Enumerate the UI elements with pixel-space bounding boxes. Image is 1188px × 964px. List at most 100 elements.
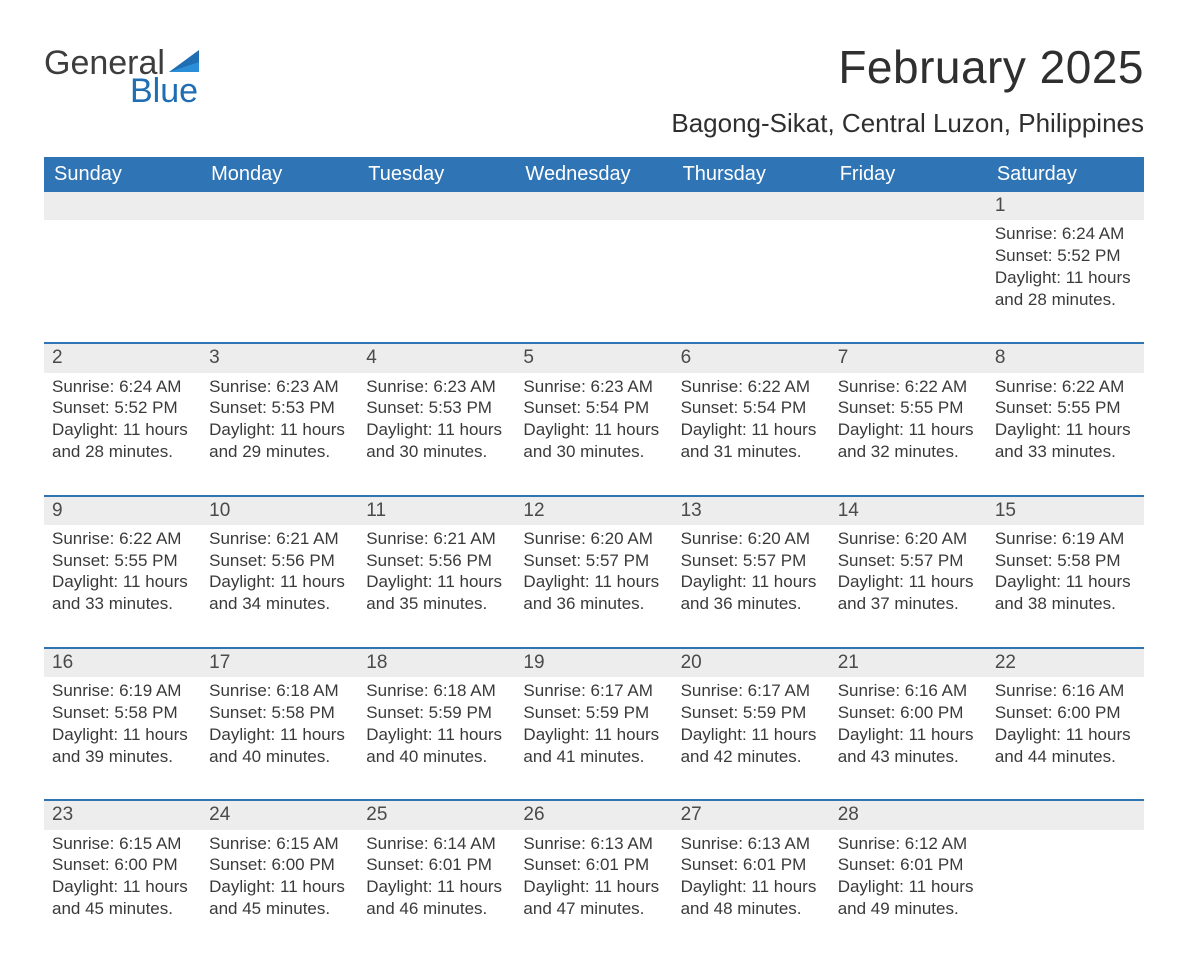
calendar-day (515, 192, 672, 314)
sunrise-text: Sunrise: 6:16 AM (838, 680, 979, 702)
daylight-text: Daylight: 11 hours and 34 minutes. (209, 571, 350, 615)
calendar-day: 1Sunrise: 6:24 AMSunset: 5:52 PMDaylight… (987, 192, 1144, 314)
calendar-day: 8Sunrise: 6:22 AMSunset: 5:55 PMDaylight… (987, 344, 1144, 466)
daylight-text: Daylight: 11 hours and 36 minutes. (681, 571, 822, 615)
daylight-text: Daylight: 11 hours and 45 minutes. (209, 876, 350, 920)
sunrise-text: Sunrise: 6:22 AM (838, 376, 979, 398)
sunset-text: Sunset: 5:58 PM (52, 702, 193, 724)
day-number: 25 (358, 801, 515, 829)
calendar-day: 26Sunrise: 6:13 AMSunset: 6:01 PMDayligh… (515, 801, 672, 923)
sunrise-text: Sunrise: 6:22 AM (681, 376, 822, 398)
daylight-text: Daylight: 11 hours and 33 minutes. (52, 571, 193, 615)
calendar-day: 22Sunrise: 6:16 AMSunset: 6:00 PMDayligh… (987, 649, 1144, 771)
sunrise-text: Sunrise: 6:22 AM (995, 376, 1136, 398)
day-number: 1 (987, 192, 1144, 220)
day-number: 17 (201, 649, 358, 677)
sunset-text: Sunset: 5:59 PM (523, 702, 664, 724)
day-details: Sunrise: 6:18 AMSunset: 5:59 PMDaylight:… (358, 677, 515, 771)
calendar-day: 10Sunrise: 6:21 AMSunset: 5:56 PMDayligh… (201, 497, 358, 619)
calendar-day: 3Sunrise: 6:23 AMSunset: 5:53 PMDaylight… (201, 344, 358, 466)
day-number (830, 192, 987, 220)
dow-cell: Sunday (44, 157, 201, 192)
sunrise-text: Sunrise: 6:21 AM (209, 528, 350, 550)
day-details: Sunrise: 6:17 AMSunset: 5:59 PMDaylight:… (673, 677, 830, 771)
day-details: Sunrise: 6:23 AMSunset: 5:53 PMDaylight:… (358, 373, 515, 467)
calendar-day: 18Sunrise: 6:18 AMSunset: 5:59 PMDayligh… (358, 649, 515, 771)
calendar-day: 28Sunrise: 6:12 AMSunset: 6:01 PMDayligh… (830, 801, 987, 923)
day-details: Sunrise: 6:24 AMSunset: 5:52 PMDaylight:… (44, 373, 201, 467)
day-details: Sunrise: 6:20 AMSunset: 5:57 PMDaylight:… (830, 525, 987, 619)
calendar-week: 23Sunrise: 6:15 AMSunset: 6:00 PMDayligh… (44, 799, 1144, 923)
calendar-day (673, 192, 830, 314)
day-details: Sunrise: 6:20 AMSunset: 5:57 PMDaylight:… (673, 525, 830, 619)
day-details: Sunrise: 6:22 AMSunset: 5:54 PMDaylight:… (673, 373, 830, 467)
day-number (987, 801, 1144, 829)
calendar-day: 13Sunrise: 6:20 AMSunset: 5:57 PMDayligh… (673, 497, 830, 619)
sunrise-text: Sunrise: 6:13 AM (681, 833, 822, 855)
brand-logo: General Blue (44, 40, 203, 108)
day-details: Sunrise: 6:15 AMSunset: 6:00 PMDaylight:… (201, 830, 358, 924)
day-number: 23 (44, 801, 201, 829)
daylight-text: Daylight: 11 hours and 42 minutes. (681, 724, 822, 768)
sunset-text: Sunset: 5:53 PM (366, 397, 507, 419)
dow-cell: Tuesday (358, 157, 515, 192)
daylight-text: Daylight: 11 hours and 35 minutes. (366, 571, 507, 615)
sunset-text: Sunset: 6:01 PM (838, 854, 979, 876)
day-number: 7 (830, 344, 987, 372)
day-of-week-header: SundayMondayTuesdayWednesdayThursdayFrid… (44, 157, 1144, 192)
sunrise-text: Sunrise: 6:20 AM (523, 528, 664, 550)
day-details: Sunrise: 6:21 AMSunset: 5:56 PMDaylight:… (201, 525, 358, 619)
calendar-day: 19Sunrise: 6:17 AMSunset: 5:59 PMDayligh… (515, 649, 672, 771)
day-number: 6 (673, 344, 830, 372)
sunrise-text: Sunrise: 6:15 AM (52, 833, 193, 855)
sunrise-text: Sunrise: 6:14 AM (366, 833, 507, 855)
calendar-day: 20Sunrise: 6:17 AMSunset: 5:59 PMDayligh… (673, 649, 830, 771)
daylight-text: Daylight: 11 hours and 28 minutes. (52, 419, 193, 463)
sunset-text: Sunset: 6:00 PM (209, 854, 350, 876)
sunset-text: Sunset: 5:54 PM (523, 397, 664, 419)
sunset-text: Sunset: 5:52 PM (995, 245, 1136, 267)
daylight-text: Daylight: 11 hours and 30 minutes. (366, 419, 507, 463)
daylight-text: Daylight: 11 hours and 38 minutes. (995, 571, 1136, 615)
calendar-day: 9Sunrise: 6:22 AMSunset: 5:55 PMDaylight… (44, 497, 201, 619)
calendar-day: 7Sunrise: 6:22 AMSunset: 5:55 PMDaylight… (830, 344, 987, 466)
day-number: 26 (515, 801, 672, 829)
daylight-text: Daylight: 11 hours and 44 minutes. (995, 724, 1136, 768)
calendar-day: 5Sunrise: 6:23 AMSunset: 5:54 PMDaylight… (515, 344, 672, 466)
sunrise-text: Sunrise: 6:23 AM (523, 376, 664, 398)
calendar-day: 4Sunrise: 6:23 AMSunset: 5:53 PMDaylight… (358, 344, 515, 466)
sunset-text: Sunset: 6:01 PM (366, 854, 507, 876)
sunrise-text: Sunrise: 6:19 AM (995, 528, 1136, 550)
day-number: 8 (987, 344, 1144, 372)
day-details: Sunrise: 6:16 AMSunset: 6:00 PMDaylight:… (987, 677, 1144, 771)
daylight-text: Daylight: 11 hours and 28 minutes. (995, 267, 1136, 311)
day-details: Sunrise: 6:23 AMSunset: 5:54 PMDaylight:… (515, 373, 672, 467)
dow-cell: Friday (830, 157, 987, 192)
sunrise-text: Sunrise: 6:18 AM (209, 680, 350, 702)
calendar-day: 16Sunrise: 6:19 AMSunset: 5:58 PMDayligh… (44, 649, 201, 771)
calendar-day: 23Sunrise: 6:15 AMSunset: 6:00 PMDayligh… (44, 801, 201, 923)
day-number: 20 (673, 649, 830, 677)
sunrise-text: Sunrise: 6:17 AM (681, 680, 822, 702)
day-details: Sunrise: 6:17 AMSunset: 5:59 PMDaylight:… (515, 677, 672, 771)
calendar-week: 2Sunrise: 6:24 AMSunset: 5:52 PMDaylight… (44, 342, 1144, 466)
day-number: 28 (830, 801, 987, 829)
day-details: Sunrise: 6:24 AMSunset: 5:52 PMDaylight:… (987, 220, 1144, 314)
day-details: Sunrise: 6:12 AMSunset: 6:01 PMDaylight:… (830, 830, 987, 924)
day-number (358, 192, 515, 220)
day-details: Sunrise: 6:15 AMSunset: 6:00 PMDaylight:… (44, 830, 201, 924)
dow-cell: Saturday (987, 157, 1144, 192)
sunrise-text: Sunrise: 6:13 AM (523, 833, 664, 855)
day-number: 22 (987, 649, 1144, 677)
sunset-text: Sunset: 6:01 PM (523, 854, 664, 876)
sunset-text: Sunset: 6:00 PM (52, 854, 193, 876)
day-number (201, 192, 358, 220)
daylight-text: Daylight: 11 hours and 41 minutes. (523, 724, 664, 768)
header: General Blue February 2025 Bagong-Sikat,… (44, 40, 1144, 139)
sunrise-text: Sunrise: 6:12 AM (838, 833, 979, 855)
calendar-day: 25Sunrise: 6:14 AMSunset: 6:01 PMDayligh… (358, 801, 515, 923)
calendar-day (830, 192, 987, 314)
daylight-text: Daylight: 11 hours and 39 minutes. (52, 724, 193, 768)
brand-word-2: Blue (130, 74, 203, 108)
calendar-week: 1Sunrise: 6:24 AMSunset: 5:52 PMDaylight… (44, 192, 1144, 314)
